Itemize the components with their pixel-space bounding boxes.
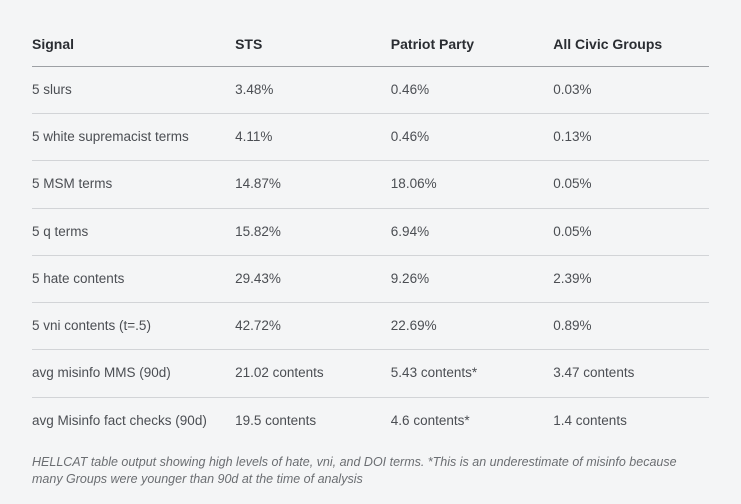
column-header-signal: Signal [32,28,235,67]
cell-civic: 0.13% [553,114,709,161]
cell-sts: 15.82% [235,208,391,255]
cell-signal: avg misinfo MMS (90d) [32,350,235,397]
column-header-patriot: Patriot Party [391,28,553,67]
table-row: 5 vni contents (t=.5) 42.72% 22.69% 0.89… [32,303,709,350]
cell-sts: 4.11% [235,114,391,161]
table-row: avg misinfo MMS (90d) 21.02 contents 5.4… [32,350,709,397]
cell-signal: 5 hate contents [32,255,235,302]
column-header-sts: STS [235,28,391,67]
cell-sts: 29.43% [235,255,391,302]
cell-sts: 3.48% [235,67,391,114]
cell-sts: 21.02 contents [235,350,391,397]
cell-civic: 0.05% [553,161,709,208]
column-header-civic: All Civic Groups [553,28,709,67]
cell-signal: 5 slurs [32,67,235,114]
cell-civic: 0.03% [553,67,709,114]
cell-signal: 5 vni contents (t=.5) [32,303,235,350]
cell-sts: 42.72% [235,303,391,350]
cell-patriot: 6.94% [391,208,553,255]
cell-patriot: 0.46% [391,67,553,114]
table-row: 5 q terms 15.82% 6.94% 0.05% [32,208,709,255]
table-body: 5 slurs 3.48% 0.46% 0.03% 5 white suprem… [32,67,709,444]
cell-sts: 14.87% [235,161,391,208]
table-row: 5 hate contents 29.43% 9.26% 2.39% [32,255,709,302]
table-header-row: Signal STS Patriot Party All Civic Group… [32,28,709,67]
cell-signal: 5 MSM terms [32,161,235,208]
cell-patriot: 0.46% [391,114,553,161]
cell-signal: avg Misinfo fact checks (90d) [32,397,235,444]
data-table: Signal STS Patriot Party All Civic Group… [32,28,709,444]
cell-civic: 3.47 contents [553,350,709,397]
cell-signal: 5 white supremacist terms [32,114,235,161]
cell-patriot: 4.6 contents* [391,397,553,444]
cell-patriot: 9.26% [391,255,553,302]
cell-patriot: 22.69% [391,303,553,350]
cell-signal: 5 q terms [32,208,235,255]
cell-patriot: 5.43 contents* [391,350,553,397]
cell-sts: 19.5 contents [235,397,391,444]
table-row: avg Misinfo fact checks (90d) 19.5 conte… [32,397,709,444]
cell-civic: 1.4 contents [553,397,709,444]
cell-civic: 2.39% [553,255,709,302]
cell-patriot: 18.06% [391,161,553,208]
table-row: 5 MSM terms 14.87% 18.06% 0.05% [32,161,709,208]
table-row: 5 white supremacist terms 4.11% 0.46% 0.… [32,114,709,161]
cell-civic: 0.89% [553,303,709,350]
table-caption: HELLCAT table output showing high levels… [32,454,709,489]
cell-civic: 0.05% [553,208,709,255]
table-row: 5 slurs 3.48% 0.46% 0.03% [32,67,709,114]
